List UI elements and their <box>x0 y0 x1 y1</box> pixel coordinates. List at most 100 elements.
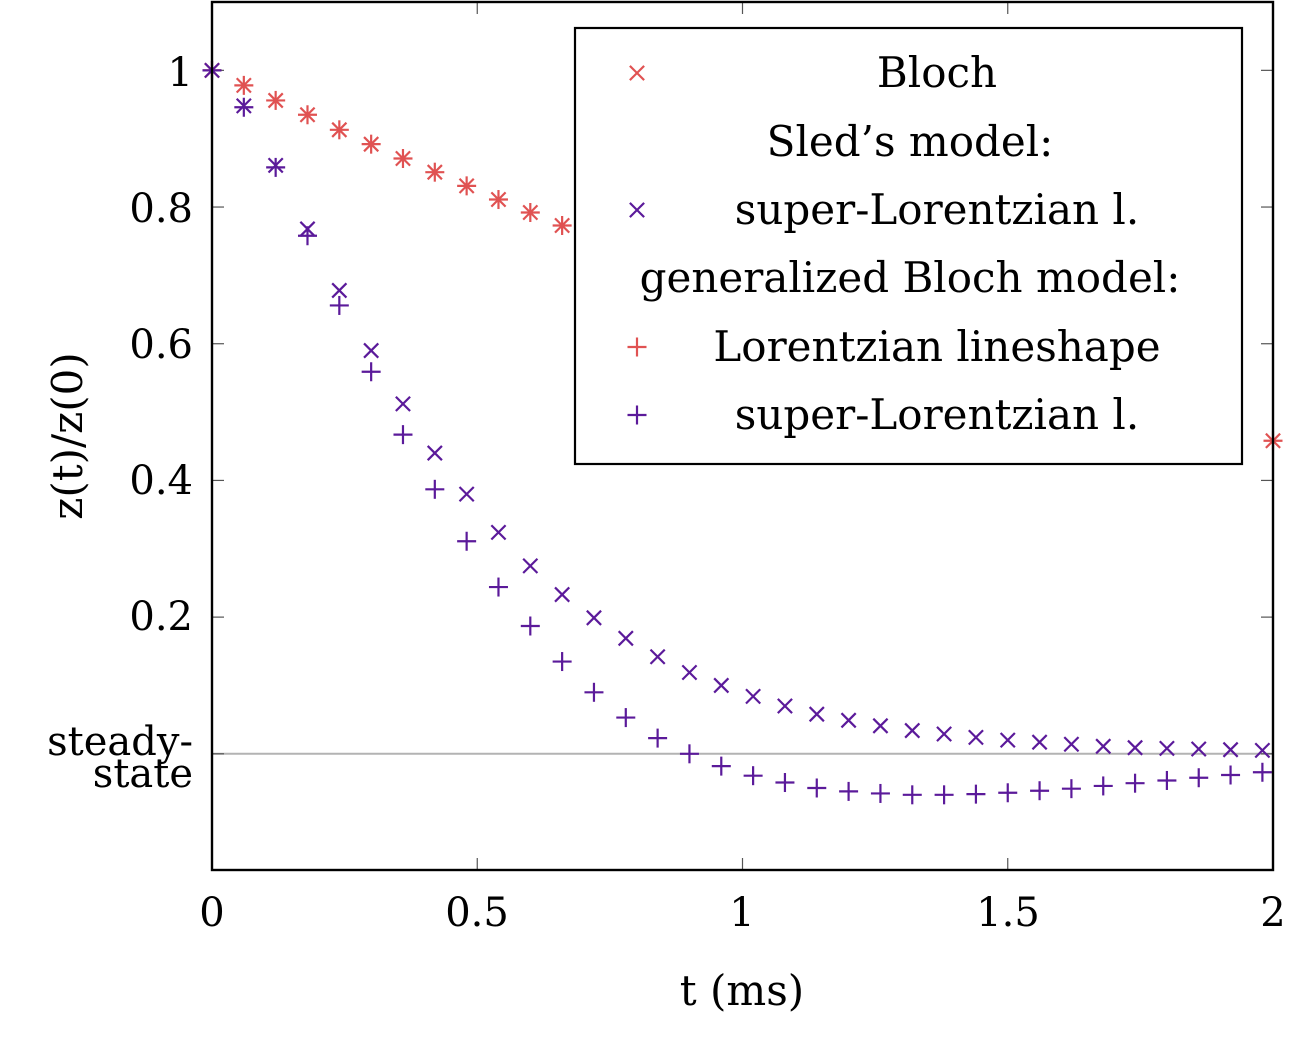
data-point <box>1030 781 1050 801</box>
data-point <box>393 149 413 169</box>
x-tick-labels: 0 0.5 1 1.5 2 <box>199 890 1285 936</box>
data-point <box>649 648 666 665</box>
data-point <box>679 744 699 764</box>
legend-label: super-Lorentzian l. <box>735 390 1139 439</box>
data-point <box>999 732 1016 749</box>
data-point <box>934 785 954 805</box>
data-point <box>713 677 730 694</box>
data-point <box>745 688 762 705</box>
data-point <box>743 766 763 786</box>
data-point <box>1095 738 1112 755</box>
data-point <box>297 105 317 125</box>
data-point <box>1125 773 1145 793</box>
x-tick-label: 0 <box>199 890 224 936</box>
y-tick-labels: 0.2 0.4 0.6 0.8 1 steady- state <box>47 50 193 797</box>
data-point <box>775 773 795 793</box>
data-point <box>363 342 380 359</box>
data-point <box>1189 768 1209 788</box>
data-point <box>457 176 477 196</box>
data-point <box>458 486 475 502</box>
data-point <box>266 90 286 110</box>
data-point <box>1221 765 1241 785</box>
data-point <box>329 120 349 140</box>
data-point <box>361 134 381 154</box>
data-point <box>520 616 540 636</box>
legend-label: Lorentzian lineshape <box>713 322 1160 371</box>
data-point <box>617 630 634 647</box>
data-point <box>872 717 889 734</box>
data-point <box>839 781 859 801</box>
data-point <box>711 756 731 776</box>
data-point <box>904 722 921 739</box>
y-axis-label: z(t)/z(0) <box>43 352 92 520</box>
data-point <box>936 726 952 742</box>
steady-state-label: state <box>93 751 193 797</box>
data-point <box>552 215 572 235</box>
data-point <box>395 395 411 412</box>
data-point <box>807 778 827 798</box>
x-axis-label: t (ms) <box>680 966 804 1015</box>
y-tick-label: 0.4 <box>129 458 193 504</box>
data-point <box>1127 739 1143 756</box>
data-point <box>902 785 922 805</box>
data-point <box>361 362 381 382</box>
y-tick-label: 0.2 <box>129 594 193 640</box>
y-tick-label: 0.6 <box>129 322 193 368</box>
x-tick-label: 1.5 <box>976 890 1040 936</box>
y-tick-label: 0.8 <box>129 186 193 232</box>
data-point <box>522 557 539 574</box>
data-point <box>1254 742 1271 759</box>
x-tick-label: 0.5 <box>445 890 509 936</box>
data-point <box>426 445 443 461</box>
data-point <box>648 728 668 748</box>
data-point <box>584 682 604 702</box>
series-2 <box>204 62 1271 759</box>
data-point <box>840 712 857 729</box>
data-point <box>234 97 254 117</box>
y-tick-label: 1 <box>168 50 193 96</box>
data-point <box>488 190 508 210</box>
data-point <box>586 609 602 626</box>
data-point <box>490 524 507 541</box>
data-point <box>266 157 286 177</box>
legend-heading: generalized Bloch model: <box>640 253 1181 302</box>
data-point <box>331 282 348 299</box>
plot-frame <box>210 0 1275 872</box>
data-point <box>552 652 572 672</box>
legend-marker <box>629 202 645 218</box>
legend-markers <box>627 65 647 425</box>
data-point <box>1061 779 1081 799</box>
data-point <box>1190 741 1207 757</box>
legend-marker <box>629 65 645 81</box>
legend-label: Bloch <box>877 48 997 97</box>
data-point <box>234 75 254 95</box>
data-point <box>968 729 984 746</box>
data-point <box>297 226 317 246</box>
data-point <box>1158 740 1175 757</box>
data-point <box>808 706 825 723</box>
legend-marker <box>627 337 647 357</box>
legend-label: super-Lorentzian l. <box>735 185 1139 234</box>
x-tick-label: 2 <box>1260 890 1285 936</box>
data-point <box>1093 776 1113 796</box>
data-point <box>554 586 571 603</box>
data-point <box>681 664 698 681</box>
legend: Bloch Sled’s model: super-Lorentzian l. … <box>573 26 1244 466</box>
data-point <box>966 784 986 804</box>
legend-marker <box>627 405 647 425</box>
data-point <box>1031 734 1048 751</box>
data-point <box>393 425 413 445</box>
data-point <box>425 479 445 499</box>
data-point <box>616 708 636 728</box>
data-point <box>1252 762 1272 782</box>
data-point <box>520 203 540 223</box>
data-point <box>329 295 349 315</box>
data-point <box>777 698 793 714</box>
data-point <box>1157 770 1177 790</box>
steady-state-label: steady- <box>47 719 193 765</box>
legend-box <box>573 26 1244 466</box>
x-tick-label: 1 <box>729 890 754 936</box>
data-point <box>870 783 890 803</box>
data-point <box>998 783 1018 803</box>
